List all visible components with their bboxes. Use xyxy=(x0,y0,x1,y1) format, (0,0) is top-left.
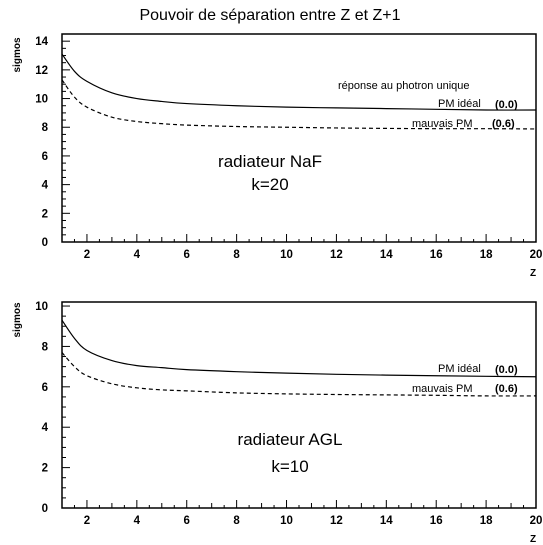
legend-bad-value: (0.6) xyxy=(495,383,518,395)
legend-ideal-label: PM idéal xyxy=(438,363,481,375)
x-tick-label: 18 xyxy=(480,515,493,527)
figure-title: Pouvoir de séparation entre Z et Z+1 xyxy=(139,7,400,24)
radiator-label: radiateur AGL xyxy=(238,430,343,449)
x-tick-label: 12 xyxy=(330,515,343,527)
y-tick-label: 10 xyxy=(35,301,48,313)
series-line-mauvais-pm xyxy=(61,79,537,130)
x-tick-label: 20 xyxy=(530,249,543,261)
x-tick-label: 2 xyxy=(84,515,90,527)
y-tick-label: 8 xyxy=(42,122,49,134)
y-tick-label: 4 xyxy=(42,180,49,192)
tick-marks xyxy=(61,305,537,509)
y-tick-label: 2 xyxy=(42,208,48,220)
plot-frame xyxy=(61,33,537,243)
series-line-pm-ideal xyxy=(61,53,537,111)
y-tick-label: 6 xyxy=(42,382,48,394)
series-lines xyxy=(61,53,537,130)
chart-panel-agl: 2 4 6 8 10 12 14 16 18 20 0 2 4 6 8 10 sigmos Z PM idé… xyxy=(12,301,542,545)
series-line-mauvais-pm xyxy=(61,352,537,397)
legend-bad-label: mauvais PM xyxy=(412,383,473,395)
k-label: k=20 xyxy=(251,175,288,194)
y-axis-label: sigmos xyxy=(12,302,23,337)
series-lines xyxy=(61,319,537,397)
y-tick-label: 14 xyxy=(35,36,48,48)
x-tick-label: 12 xyxy=(330,249,343,261)
chart-panel-naf: 2 4 6 8 10 12 14 16 18 20 0 2 4 6 8 10 12 14 sigmos Z ré… xyxy=(12,33,543,279)
x-tick-label: 10 xyxy=(280,249,293,261)
x-tick-label: 20 xyxy=(530,515,543,527)
annotation-header: réponse au photron unique xyxy=(338,80,470,92)
x-tick-labels: 2 4 6 8 10 12 14 16 18 20 xyxy=(84,249,543,261)
x-tick-label: 6 xyxy=(184,249,190,261)
y-tick-label: 4 xyxy=(42,422,49,434)
x-axis-label: Z xyxy=(530,534,536,545)
legend-bad-value: (0.6) xyxy=(492,118,515,130)
y-tick-label: 0 xyxy=(42,237,48,249)
x-tick-label: 16 xyxy=(430,249,443,261)
y-tick-label: 6 xyxy=(42,151,48,163)
series-line-pm-ideal xyxy=(61,319,537,378)
x-tick-label: 4 xyxy=(134,515,141,527)
x-tick-labels: 2 4 6 8 10 12 14 16 18 20 xyxy=(84,515,543,527)
x-tick-label: 18 xyxy=(480,249,493,261)
y-tick-label: 2 xyxy=(42,463,48,475)
x-tick-label: 2 xyxy=(84,249,90,261)
y-axis-label: sigmos xyxy=(12,37,23,72)
legend-bad-label: mauvais PM xyxy=(412,118,473,130)
legend-ideal-value: (0.0) xyxy=(495,364,518,376)
legend-ideal-label: PM idéal xyxy=(438,98,481,110)
x-tick-label: 8 xyxy=(233,515,240,527)
x-tick-label: 16 xyxy=(430,515,443,527)
x-tick-label: 10 xyxy=(280,515,293,527)
plot-frame xyxy=(61,301,537,509)
radiator-label: radiateur NaF xyxy=(218,152,322,171)
x-tick-label: 6 xyxy=(184,515,190,527)
x-axis-label: Z xyxy=(530,268,536,279)
x-tick-label: 14 xyxy=(380,515,393,527)
x-tick-label: 4 xyxy=(134,249,141,261)
x-tick-label: 14 xyxy=(380,249,393,261)
tick-marks xyxy=(61,33,537,243)
x-tick-label: 8 xyxy=(233,249,240,261)
legend-ideal-value: (0.0) xyxy=(495,99,518,111)
k-label: k=10 xyxy=(271,457,308,476)
y-tick-label: 0 xyxy=(42,503,48,515)
y-tick-labels: 0 2 4 6 8 10 12 14 xyxy=(35,36,48,249)
y-tick-label: 12 xyxy=(35,65,48,77)
y-tick-label: 10 xyxy=(35,94,48,106)
y-tick-labels: 0 2 4 6 8 10 xyxy=(35,301,48,515)
y-tick-label: 8 xyxy=(42,341,49,353)
